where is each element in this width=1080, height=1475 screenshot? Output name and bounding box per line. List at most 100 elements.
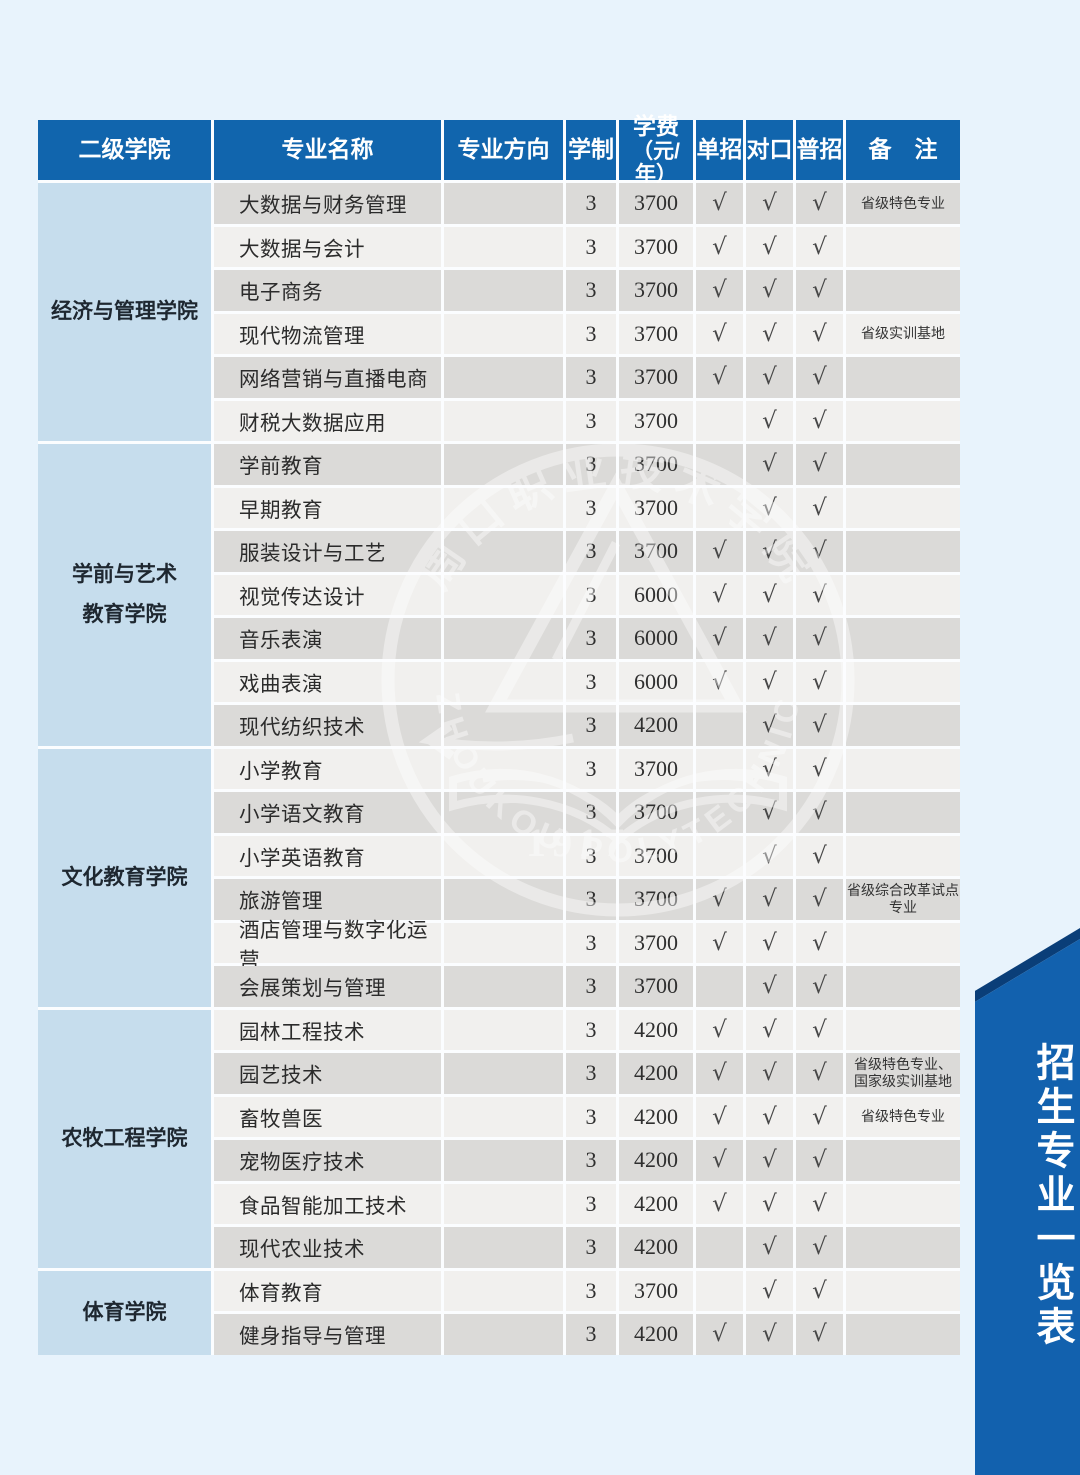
check-puzhao-cell: √ <box>796 835 843 876</box>
check-duikou-cell: √ <box>746 705 793 746</box>
check-duikou-cell: √ <box>746 748 793 789</box>
tuition-cell: 3700 <box>619 1270 693 1311</box>
major-cell: 小学语文教育 <box>214 792 441 833</box>
direction-cell <box>444 879 563 920</box>
college-cell: 农牧工程学院 <box>38 1009 211 1268</box>
check-duikou-cell: √ <box>746 1227 793 1268</box>
remark-cell: 省级特色专业 <box>846 1096 960 1137</box>
check-duikou-cell: √ <box>746 922 793 963</box>
check-duikou-cell: √ <box>746 1053 793 1094</box>
check-puzhao-cell: √ <box>796 1009 843 1050</box>
direction-cell <box>444 531 563 572</box>
tuition-cell: 3700 <box>619 313 693 354</box>
duration-cell: 3 <box>566 922 616 963</box>
tuition-cell: 3700 <box>619 922 693 963</box>
major-cell: 体育教育 <box>214 1270 441 1311</box>
check-danzhao-cell <box>696 1227 743 1268</box>
direction-cell <box>444 748 563 789</box>
check-duikou-cell: √ <box>746 400 793 441</box>
duration-cell: 3 <box>566 1053 616 1094</box>
major-cell: 大数据与财务管理 <box>214 183 441 224</box>
tuition-cell: 3700 <box>619 400 693 441</box>
check-puzhao-cell: √ <box>796 1227 843 1268</box>
tuition-cell: 3700 <box>619 444 693 485</box>
remark-cell <box>846 574 960 615</box>
remark-cell <box>846 400 960 441</box>
tuition-cell: 3700 <box>619 531 693 572</box>
duration-cell: 3 <box>566 400 616 441</box>
major-cell: 酒店管理与数字化运营 <box>214 919 441 972</box>
check-puzhao-cell: √ <box>796 1053 843 1094</box>
check-puzhao-cell: √ <box>796 618 843 659</box>
direction-cell <box>444 661 563 702</box>
check-danzhao-cell: √ <box>696 1096 743 1137</box>
check-puzhao-cell: √ <box>796 879 843 920</box>
check-puzhao-cell: √ <box>796 226 843 267</box>
check-duikou-cell: √ <box>746 792 793 833</box>
remark-cell <box>846 1270 960 1311</box>
admission-table-wrap: 二级学院 专业名称 专业方向 学制 学费 （元/年） 单招 对口 普招备 注经济与管理学院 大数据… <box>38 113 960 1355</box>
duration-cell: 3 <box>566 792 616 833</box>
check-duikou-cell: √ <box>746 661 793 702</box>
duration-cell: 3 <box>566 183 616 224</box>
direction-cell <box>444 1140 563 1181</box>
tuition-cell: 3700 <box>619 487 693 528</box>
tuition-cell: 3700 <box>619 748 693 789</box>
duration-cell: 3 <box>566 748 616 789</box>
direction-cell <box>444 922 563 963</box>
direction-cell <box>444 835 563 876</box>
college-cell: 体育学院 <box>38 1270 211 1355</box>
duration-cell: 3 <box>566 487 616 528</box>
tuition-cell: 4200 <box>619 1183 693 1224</box>
check-danzhao-cell: √ <box>696 1009 743 1050</box>
remark-cell <box>846 1314 960 1355</box>
duration-cell: 3 <box>566 1227 616 1268</box>
check-duikou-cell: √ <box>746 444 793 485</box>
direction-cell <box>444 792 563 833</box>
check-danzhao-cell <box>696 835 743 876</box>
remark-cell <box>846 922 960 963</box>
major-cell: 网络营销与直播电商 <box>214 357 441 398</box>
check-danzhao-cell: √ <box>696 313 743 354</box>
remark-cell <box>846 270 960 311</box>
duration-cell: 3 <box>566 1096 616 1137</box>
check-danzhao-cell: √ <box>696 618 743 659</box>
tuition-cell: 3700 <box>619 183 693 224</box>
direction-cell <box>444 705 563 746</box>
header-remark: 备 注 <box>846 120 960 180</box>
check-danzhao-cell <box>696 705 743 746</box>
check-danzhao-cell <box>696 487 743 528</box>
direction-cell <box>444 1183 563 1224</box>
direction-cell <box>444 1227 563 1268</box>
major-cell: 电子商务 <box>214 270 441 311</box>
tuition-cell: 3700 <box>619 792 693 833</box>
check-puzhao-cell: √ <box>796 1183 843 1224</box>
check-puzhao-cell: √ <box>796 183 843 224</box>
header-duration: 学制 <box>566 120 616 180</box>
remark-cell <box>846 1183 960 1224</box>
college-cell: 经济与管理学院 <box>38 183 211 441</box>
duration-cell: 3 <box>566 1314 616 1355</box>
remark-cell: 省级特色专业、 国家级实训基地 <box>846 1053 960 1094</box>
check-puzhao-cell: √ <box>796 1140 843 1181</box>
check-danzhao-cell: √ <box>696 922 743 963</box>
tuition-cell: 3700 <box>619 835 693 876</box>
check-duikou-cell: √ <box>746 879 793 920</box>
direction-cell <box>444 574 563 615</box>
remark-cell: 省级实训基地 <box>846 313 960 354</box>
major-cell: 现代物流管理 <box>214 313 441 354</box>
tuition-cell: 3700 <box>619 270 693 311</box>
check-puzhao-cell: √ <box>796 487 843 528</box>
check-danzhao-cell: √ <box>696 270 743 311</box>
check-duikou-cell: √ <box>746 618 793 659</box>
admission-table: 二级学院 专业名称 专业方向 学制 学费 （元/年） 单招 对口 普招备 注经济与管理学院 大数据… <box>38 113 960 1355</box>
remark-cell <box>846 487 960 528</box>
check-puzhao-cell: √ <box>796 531 843 572</box>
major-cell: 早期教育 <box>214 487 441 528</box>
tuition-cell: 4200 <box>619 1140 693 1181</box>
duration-cell: 3 <box>566 1183 616 1224</box>
direction-cell <box>444 357 563 398</box>
check-duikou-cell: √ <box>746 966 793 1007</box>
check-duikou-cell: √ <box>746 487 793 528</box>
tuition-cell: 4200 <box>619 1314 693 1355</box>
